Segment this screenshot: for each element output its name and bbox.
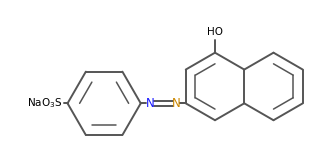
Text: N: N: [172, 97, 181, 110]
Text: N: N: [145, 97, 154, 110]
Text: HO: HO: [207, 27, 223, 37]
Text: NaO$_3$S: NaO$_3$S: [27, 96, 62, 110]
